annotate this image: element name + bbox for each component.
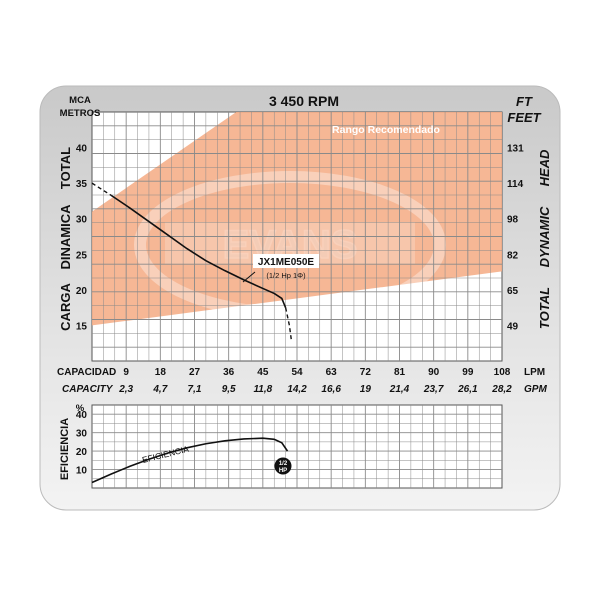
x-tick-label-lpm: 45 [257,367,269,378]
x-label-gpm: CAPACITY [62,384,114,395]
x-tick-label-gpm: 4,7 [152,384,167,395]
x-tick-label-lpm: 72 [360,367,372,378]
left-unit-mca: MCA [69,95,91,106]
x-tick-label-gpm: 7,1 [188,384,202,395]
right-axis-title: TOTAL DYNAMIC HEAD [537,149,552,329]
model-label-box [253,254,319,268]
model-label: JX1ME050E [258,257,314,268]
eff-y-tick-label: 10 [76,466,88,477]
main-grid [92,112,502,361]
x-tick-label-lpm: 54 [291,367,303,378]
y-tick-label-m: 30 [76,215,88,226]
pump-curve-dashed-start [91,182,112,196]
model-label-pointer [242,271,256,283]
eff-y-tick-label: 30 [76,429,88,440]
x-tick-label-lpm: 36 [223,367,235,378]
x-tick-label-gpm: 16,6 [321,384,341,395]
x-tick-label-gpm: 11,8 [253,384,272,395]
svg-text:DINAMICA: DINAMICA [58,204,73,270]
pump-curve [110,194,287,308]
x-tick-label-lpm: 63 [326,367,338,378]
x-tick-label-gpm: 23,7 [423,384,444,395]
y-tick-label-ft: 114 [507,179,524,190]
x-tick-label-gpm: 14,2 [287,384,307,395]
eff-y-tick-label: 20 [76,447,88,458]
x-unit-lpm: LPM [524,367,545,378]
model-sublabel: (1/2 Hp 1Φ) [266,271,306,280]
x-tick-label-lpm: 90 [428,367,440,378]
svg-text:HEAD: HEAD [537,149,552,186]
y-tick-label-ft: 131 [507,144,524,155]
x-unit-gpm: GPM [524,384,547,395]
efficiency-grid [92,405,502,488]
eff-y-tick-label: 40 [76,410,88,421]
x-tick-label-lpm: 27 [189,367,201,378]
x-tick-label-lpm: 99 [462,367,474,378]
x-ticks-lpm: 9 18 27 36 45 54 63 72 81 90 99 108 [123,367,510,378]
efficiency-y-ticks: 10 20 30 40 [76,410,88,476]
y-tick-label-m: 20 [76,286,88,297]
svg-text:CARGA: CARGA [58,283,73,331]
recommended-range-label: Rango Recomendado [332,124,440,136]
y-tick-label-ft: 49 [507,321,519,332]
x-tick-label-gpm: 21,4 [389,384,410,395]
x-tick-label-lpm: 18 [155,367,167,378]
y-ticks-feet: 49 65 82 98 114 131 [507,144,524,333]
svg-text:TOTAL: TOTAL [58,147,73,189]
half-hp-marker [274,457,292,475]
right-unit-feet: FEET [507,110,541,125]
svg-text:DYNAMIC: DYNAMIC [537,206,552,267]
efficiency-axis-title: EFICIENCIA [59,418,71,480]
x-label-lpm: CAPACIDAD [57,367,116,378]
left-axis-title: CARGA DINAMICA TOTAL [58,147,73,331]
y-tick-label-m: 25 [76,250,88,261]
y-tick-label-m: 15 [76,321,88,332]
y-tick-label-ft: 82 [507,250,519,261]
rpm-title: 3 450 RPM [269,93,339,109]
half-hp-marker-line2: HP [279,468,287,474]
x-tick-label-lpm: 81 [394,367,406,378]
y-ticks-meters: 15 20 25 30 35 40 [76,144,88,333]
y-tick-label-m: 40 [76,144,88,155]
half-hp-marker-line1: 1/2 [279,461,288,467]
x-tick-label-gpm: 2,3 [118,384,133,395]
efficiency-curve [91,437,289,484]
left-unit-metros: METROS [60,108,101,119]
x-tick-label-lpm: 9 [123,367,129,378]
x-tick-label-gpm: 28,2 [491,384,512,395]
y-tick-label-ft: 65 [507,286,519,297]
y-tick-label-ft: 98 [507,215,519,226]
svg-text:TOTAL: TOTAL [537,287,552,329]
efficiency-unit: % [76,403,85,414]
right-unit-ft: FT [516,94,533,109]
evans-logo-watermark: EVANS [134,171,446,319]
x-ticks-gpm: 2,3 4,7 7,1 9,5 11,8 14,2 16,6 19 21,4 23,7 26,1 28… [118,384,512,395]
x-tick-label-gpm: 9,5 [222,384,236,395]
y-tick-label-m: 35 [76,179,88,190]
x-tick-label-gpm: 19 [360,384,372,395]
x-tick-label-gpm: 26,1 [457,384,478,395]
x-tick-label-lpm: 108 [494,367,511,378]
